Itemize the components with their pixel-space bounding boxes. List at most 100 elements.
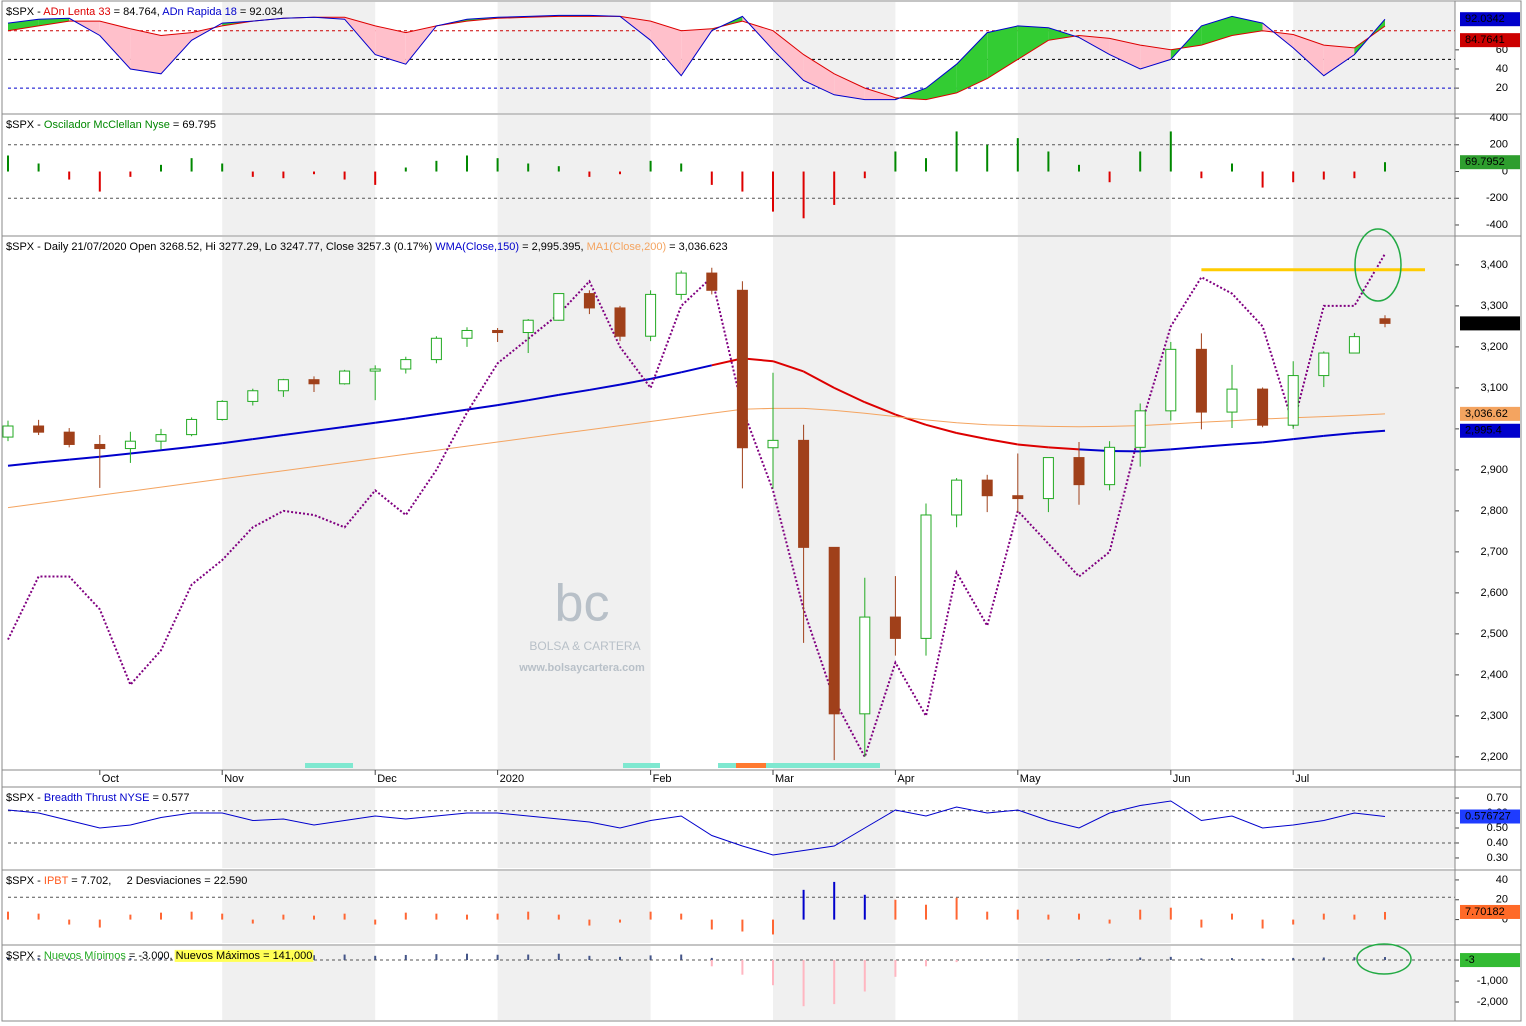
candle-body	[675, 272, 687, 295]
ma-segment	[589, 383, 621, 391]
panel: -2,000-1,0000$SPX - Nuevos Mínimos = -3.…	[2, 944, 1521, 1020]
y-tick-label: 2,400	[1480, 669, 1508, 681]
ma-segment	[283, 429, 315, 437]
candle-body	[1379, 318, 1391, 324]
candle-body	[798, 439, 810, 548]
area-fill	[1048, 27, 1079, 41]
area-fill	[1109, 38, 1141, 69]
signal-bar	[305, 763, 353, 768]
series-line	[7, 14, 1386, 101]
header-part: Nuevos Mínimos	[44, 950, 126, 962]
ma-segment	[375, 417, 406, 424]
candle-body	[859, 616, 871, 715]
month-shade	[222, 2, 376, 113]
header-part: $SPX -	[6, 792, 44, 804]
candle-body	[828, 546, 840, 715]
ma-segment	[222, 438, 253, 445]
y-tick-label: -400	[1486, 219, 1508, 231]
header-part: Nuevos Máximos = 141,000	[176, 950, 313, 962]
y-tick-label: 3,300	[1480, 300, 1508, 312]
header-part: MA1(Close,200)	[587, 241, 666, 253]
ma-segment	[1140, 448, 1171, 453]
y-tick-label: -1,000	[1477, 975, 1508, 987]
panel: -400 -200 0 200 400 $SPX - Oscilador McClella…	[2, 112, 1521, 235]
ma-segment	[466, 404, 498, 411]
header-part: WMA(Close,150)	[435, 241, 519, 253]
value-tag	[1460, 423, 1520, 438]
panel: 0 20 40 $SPX - IPBT = 7.702, 2 Desviaciones…	[2, 869, 1521, 943]
ma-segment	[680, 364, 713, 374]
x-tick-label: Oct	[102, 773, 119, 785]
value-tag-label: -3	[1465, 954, 1475, 966]
candle-body	[614, 307, 626, 337]
x-tick-label: Jun	[1173, 773, 1191, 785]
candle-body	[63, 431, 75, 445]
y-tick-label: 2,700	[1480, 546, 1508, 558]
y-tick-label: -200	[1486, 192, 1508, 204]
candle-body	[277, 379, 289, 392]
ma-segment	[833, 386, 866, 404]
candle-body	[94, 443, 106, 450]
ma-segment	[619, 377, 651, 386]
value-tag-label: 84.7641	[1465, 34, 1505, 46]
value-tag-label: 2,995.4	[1465, 425, 1502, 437]
ma-segment	[1293, 434, 1324, 441]
header-part: = 3,036.623	[666, 241, 727, 253]
y-tick-label: 40	[1496, 874, 1508, 886]
header-part: $SPX - Daily 21/07/2020 Open 3268.52, Hi…	[6, 241, 435, 253]
area-fill	[1140, 45, 1171, 69]
candle-body	[430, 337, 442, 361]
value-tag	[1460, 809, 1520, 824]
candle-body	[1287, 375, 1299, 426]
header-part: $SPX -	[6, 6, 43, 18]
y-tick-label: -2,000	[1477, 996, 1508, 1008]
header-part: $SPX -	[6, 950, 44, 962]
x-tick-label: May	[1020, 773, 1041, 785]
area-fill	[803, 54, 835, 95]
candle-body	[216, 400, 228, 420]
candle-body	[1104, 446, 1116, 486]
month-shade	[1017, 788, 1171, 868]
candle-body	[920, 514, 932, 639]
value-tag-label: 7.70182	[1465, 906, 1505, 918]
panel-header: $SPX - ADn Lenta 33 = 84.764, ADn Rapida…	[6, 6, 283, 18]
ma-segment	[1323, 431, 1355, 437]
highlight-ellipse	[1354, 228, 1402, 302]
candle-body	[645, 293, 657, 337]
header-part: = 0.577	[149, 792, 189, 804]
panel-header: $SPX - Oscilador McClellan Nyse = 69.795	[6, 119, 216, 131]
ma-segment	[650, 371, 682, 380]
watermark-url: www.bolsaycartera.com	[518, 662, 645, 674]
x-tick-label: Mar	[775, 773, 794, 785]
y-tick-label: 20	[1496, 894, 1508, 906]
y-tick-label: 3,100	[1480, 382, 1508, 394]
value-tag-label: 69.7952	[1465, 156, 1505, 168]
header-part: = 2,995.395,	[519, 241, 587, 253]
area-fill	[987, 25, 1018, 79]
month-shade	[1293, 237, 1455, 770]
month-shade	[222, 115, 376, 235]
header-highlight	[174, 949, 314, 962]
ma-segment	[344, 421, 376, 428]
candle-body	[1318, 352, 1330, 377]
candle-body	[1134, 410, 1146, 448]
candle-body	[522, 319, 534, 334]
candle-body	[155, 434, 167, 442]
y-tick-label: 40	[1496, 63, 1508, 75]
candle-body	[706, 272, 718, 291]
month-shade	[497, 788, 651, 868]
value-tag	[1460, 155, 1520, 170]
ma-segment	[864, 401, 896, 416]
panel: 0.300.400.500.600.70$SPX - Breadth Thrus…	[2, 786, 1521, 868]
month-shade	[1017, 871, 1171, 943]
header-part: = 92.034	[237, 6, 283, 18]
candle-body	[1257, 388, 1269, 426]
x-tick-label: Feb	[653, 773, 672, 785]
candle-body	[1226, 388, 1238, 413]
candle-body	[339, 370, 351, 385]
value-tag	[1460, 33, 1520, 48]
series-line	[7, 800, 1386, 856]
value-tag-label: 3,036.62	[1465, 408, 1508, 420]
